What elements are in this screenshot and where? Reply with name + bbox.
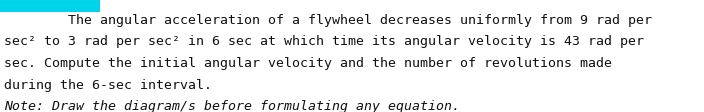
Text: sec. Compute the initial angular velocity and the number of revolutions made: sec. Compute the initial angular velocit…	[4, 57, 612, 70]
Text: sec² to 3 rad per sec² in 6 sec at which time its angular velocity is 43 rad per: sec² to 3 rad per sec² in 6 sec at which…	[4, 36, 644, 48]
Text: during the 6-sec interval.: during the 6-sec interval.	[4, 79, 212, 92]
Text: Note: Draw the diagram/s before formulating any equation.: Note: Draw the diagram/s before formulat…	[4, 100, 460, 112]
FancyBboxPatch shape	[0, 0, 100, 12]
Text: The angular acceleration of a flywheel decreases uniformly from 9 rad per: The angular acceleration of a flywheel d…	[4, 14, 652, 27]
